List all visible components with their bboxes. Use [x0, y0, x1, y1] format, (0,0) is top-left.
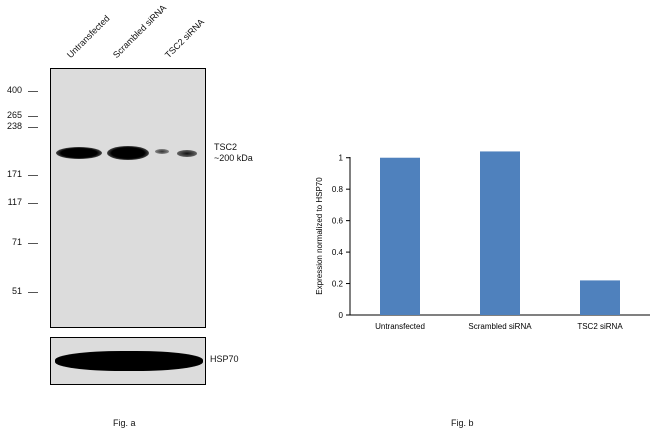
- target-name: TSC2: [214, 142, 238, 152]
- y-tick-label: 0.6: [332, 217, 344, 226]
- y-tick-label: 0.2: [332, 280, 344, 289]
- bar-scrambled-sirna: [480, 151, 520, 315]
- marker-51: 51: [11, 286, 22, 296]
- marker-tick: [28, 91, 38, 92]
- marker-265: 265: [6, 110, 22, 120]
- figure-a-caption: Fig. a: [113, 418, 136, 428]
- marker-400: 400: [6, 85, 22, 95]
- marker-tick: [28, 292, 38, 293]
- bar-untransfected: [380, 157, 420, 315]
- y-tick-label: 0: [339, 311, 344, 320]
- y-tick-label: 0.4: [332, 248, 344, 257]
- marker-117: 117: [7, 197, 22, 207]
- marker-tick: [28, 243, 38, 244]
- bar-tsc2-sirna: [580, 280, 620, 315]
- target-label: TSC2 ~200 kDa: [214, 142, 253, 164]
- marker-171: 171: [6, 169, 22, 179]
- figure-b-caption: Fig. b: [451, 418, 474, 428]
- band-tsc2-faint-1: [155, 149, 169, 154]
- y-axis-label: Expression normalized to HSP70: [315, 177, 324, 295]
- band-untransfected: [56, 147, 102, 159]
- y-tick-label: 0.8: [332, 185, 344, 194]
- x-tick-label: Untransfected: [375, 322, 425, 331]
- band-scrambled: [107, 146, 149, 160]
- band-tsc2-faint-2: [177, 150, 197, 157]
- tsc2-blot-panel: [50, 68, 206, 328]
- marker-71: 71: [11, 237, 22, 247]
- y-tick-label: 1: [339, 154, 344, 163]
- hsp70-blot-panel: [50, 337, 206, 385]
- marker-tick: [28, 127, 38, 128]
- marker-238: 238: [6, 121, 22, 131]
- x-tick-label: TSC2 siRNA: [577, 322, 623, 331]
- band-hsp70: [55, 351, 203, 371]
- x-tick-label: Scrambled siRNA: [468, 322, 532, 331]
- target-size: ~200 kDa: [214, 153, 253, 163]
- marker-tick: [28, 175, 38, 176]
- marker-tick: [28, 116, 38, 117]
- marker-tick: [28, 203, 38, 204]
- control-label: HSP70: [210, 354, 239, 364]
